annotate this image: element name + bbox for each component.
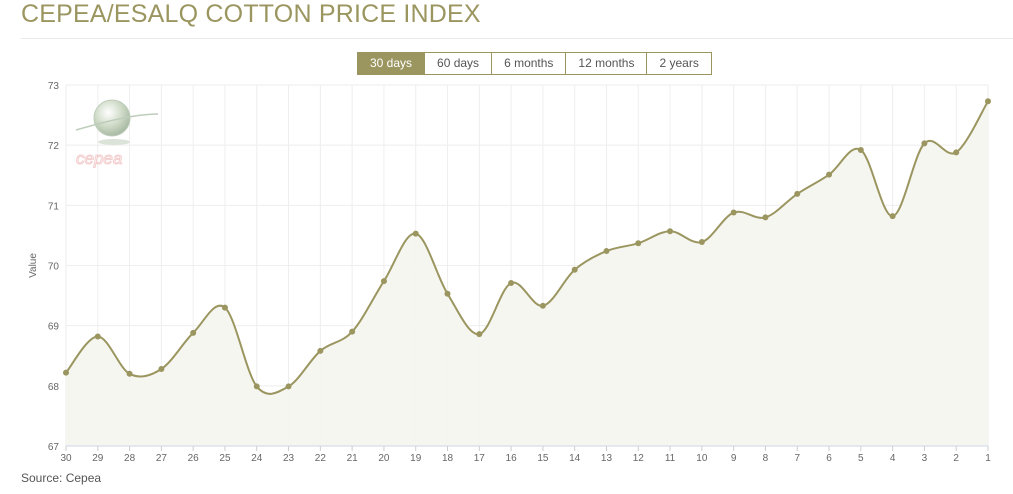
data-point [63,369,69,376]
data-point [635,240,642,247]
x-tick-label: 14 [569,453,581,464]
y-tick-label: 69 [48,322,60,333]
data-point [380,278,387,285]
x-tick-label: 19 [410,453,422,464]
globe-orbit [75,113,159,131]
data-point [603,248,610,255]
cepea-watermark-logo: cepea [75,99,159,169]
y-tick-label: 67 [48,442,60,453]
x-tick-label: 25 [219,453,231,464]
tab-30-days[interactable]: 30 days [357,52,426,75]
x-tick-label: 21 [347,453,359,464]
data-point [985,98,991,105]
x-tick-label: 16 [506,453,518,464]
x-tick-label: 17 [474,453,486,464]
x-tick-label: 20 [378,453,390,464]
x-tick-label: 10 [696,453,708,464]
data-point [826,171,833,178]
data-point [857,146,864,153]
data-point [94,333,101,340]
tab-2-years[interactable]: 2 years [647,52,712,75]
tab-12-months[interactable]: 12 months [566,52,648,75]
data-point [444,290,451,297]
x-tick-label: 15 [537,453,549,464]
y-tick-label: 72 [48,141,60,152]
y-axis-title: Value [28,253,39,278]
title-divider [21,38,1013,39]
x-tick-label: 27 [156,453,168,464]
x-tick-label: 7 [794,453,800,464]
data-point [349,328,356,335]
x-tick-label: 9 [731,453,737,464]
data-point [317,347,324,354]
x-tick-label: 5 [858,453,864,464]
x-tick-label: 26 [188,453,200,464]
watermark-text: cepea [76,149,122,168]
data-point [667,228,674,235]
data-point [889,213,896,220]
data-point [762,214,769,221]
series-area [66,101,988,447]
page-title: CEPEA/ESALQ COTTON PRICE INDEX [21,0,481,28]
data-point [698,239,705,246]
y-tick-label: 70 [48,262,60,273]
source-note: Source: Cepea [21,471,102,485]
y-tick-label: 71 [48,201,60,212]
x-tick-label: 3 [922,453,928,464]
x-tick-label: 11 [665,453,676,464]
data-point [508,279,515,286]
data-point [921,140,928,147]
y-tick-label: 73 [48,81,60,92]
data-point [476,331,483,338]
data-point [730,209,737,216]
x-tick-label: 30 [60,453,72,464]
data-point [221,304,228,311]
x-tick-label: 6 [826,453,832,464]
x-tick-label: 4 [890,453,896,464]
x-tick-label: 22 [315,453,327,464]
data-point [571,266,578,273]
x-tick-label: 13 [601,453,613,464]
x-tick-label: 8 [763,453,769,464]
data-point [253,383,260,390]
data-point [412,230,419,237]
x-tick-label: 18 [442,453,454,464]
x-tick-label: 24 [251,453,263,464]
x-tick-label: 12 [633,453,645,464]
data-point [158,365,165,372]
data-point [953,149,960,156]
data-point [794,190,801,197]
x-tick-label: 1 [985,453,991,464]
data-point [285,383,292,390]
tab-60-days[interactable]: 60 days [425,52,493,75]
data-point [190,329,197,336]
y-tick-label: 68 [48,382,60,393]
x-tick-label: 28 [124,453,136,464]
x-tick-label: 23 [283,453,295,464]
x-tick-label: 29 [92,453,104,464]
globe-shadow [98,139,130,145]
x-tick-label: 2 [953,453,959,464]
tab-6-months[interactable]: 6 months [492,52,567,75]
globe-logo-icon [93,99,131,137]
data-point [539,302,546,309]
range-selector: 30 days 60 days 6 months 12 months 2 yea… [357,52,712,75]
data-point [126,370,133,377]
